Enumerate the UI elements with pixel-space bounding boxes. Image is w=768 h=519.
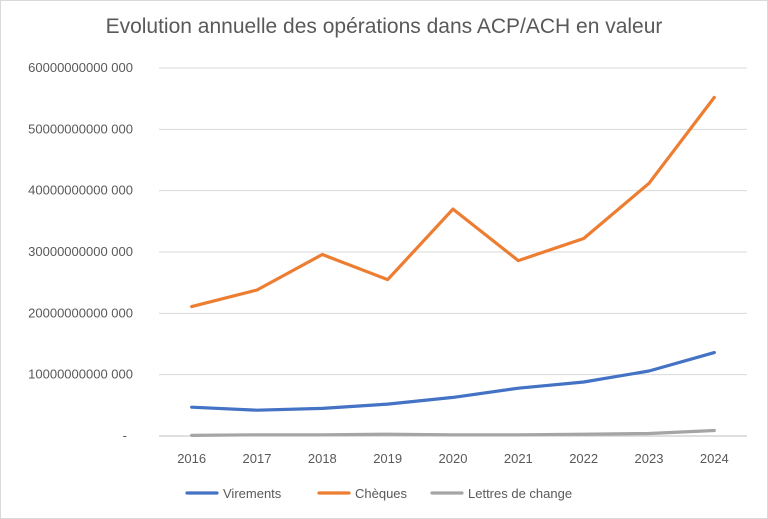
gridlines	[159, 67, 747, 437]
y-tick-label: -	[123, 428, 127, 443]
x-tick-label: 2018	[308, 451, 337, 466]
y-tick-label: 60000000000 000	[28, 60, 133, 75]
x-tick-label: 2017	[243, 451, 272, 466]
y-tick-label: 50000000000 000	[28, 121, 133, 136]
x-tick-label: 2019	[373, 451, 402, 466]
legend-label-virements: Virements	[223, 486, 282, 501]
y-tick-label: 20000000000 000	[28, 305, 133, 320]
x-tick-label: 2021	[504, 451, 533, 466]
legend: Virements Chèques Lettres de change	[185, 486, 572, 501]
x-tick-label: 2024	[700, 451, 729, 466]
legend-label-lettres-de-change: Lettres de change	[468, 486, 572, 501]
y-tick-label: 10000000000 000	[28, 367, 133, 382]
x-tick-label: 2023	[635, 451, 664, 466]
legend-label-ch-ques: Chèques	[355, 486, 408, 501]
series-line-virements	[190, 351, 716, 412]
x-axis-ticks: 2016 2017 2018 2019 2020 2021 2022 2023 2024	[177, 451, 729, 466]
chart-title: Evolution annuelle des opérations dans A…	[105, 15, 663, 38]
x-tick-label: 2022	[569, 451, 598, 466]
x-tick-label: 2016	[177, 451, 206, 466]
series-line-lettres-de-change	[190, 428, 716, 437]
y-tick-label: 40000000000 000	[28, 183, 133, 198]
x-tick-label: 2020	[439, 451, 468, 466]
series-line-ch-ques	[190, 95, 716, 309]
series-lines	[190, 95, 716, 437]
y-axis-ticks: - 10000000000 000 20000000000 000 300000000…	[28, 60, 133, 443]
y-tick-label: 30000000000 000	[28, 244, 133, 259]
